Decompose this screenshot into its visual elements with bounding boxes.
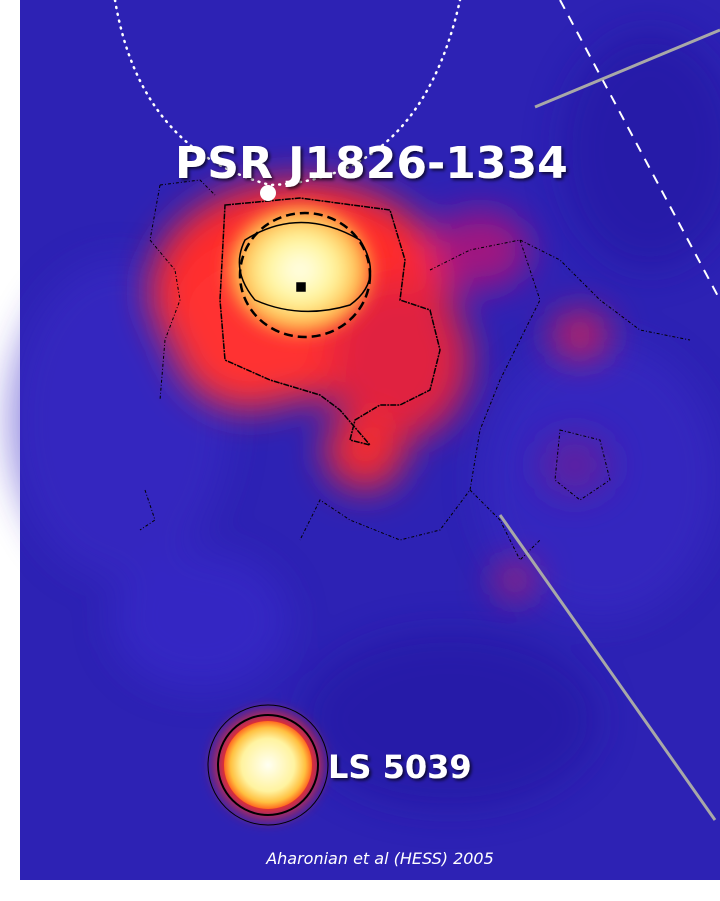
- contours: [139, 179, 691, 826]
- pulsar-label: PSR J1826-1334: [175, 138, 568, 189]
- caption: Aharonian et al (HESS) 2005: [265, 849, 494, 868]
- overlay-lines: [113, 0, 720, 821]
- sky-image: [10, 0, 720, 880]
- source-label: LS 5039: [328, 748, 472, 786]
